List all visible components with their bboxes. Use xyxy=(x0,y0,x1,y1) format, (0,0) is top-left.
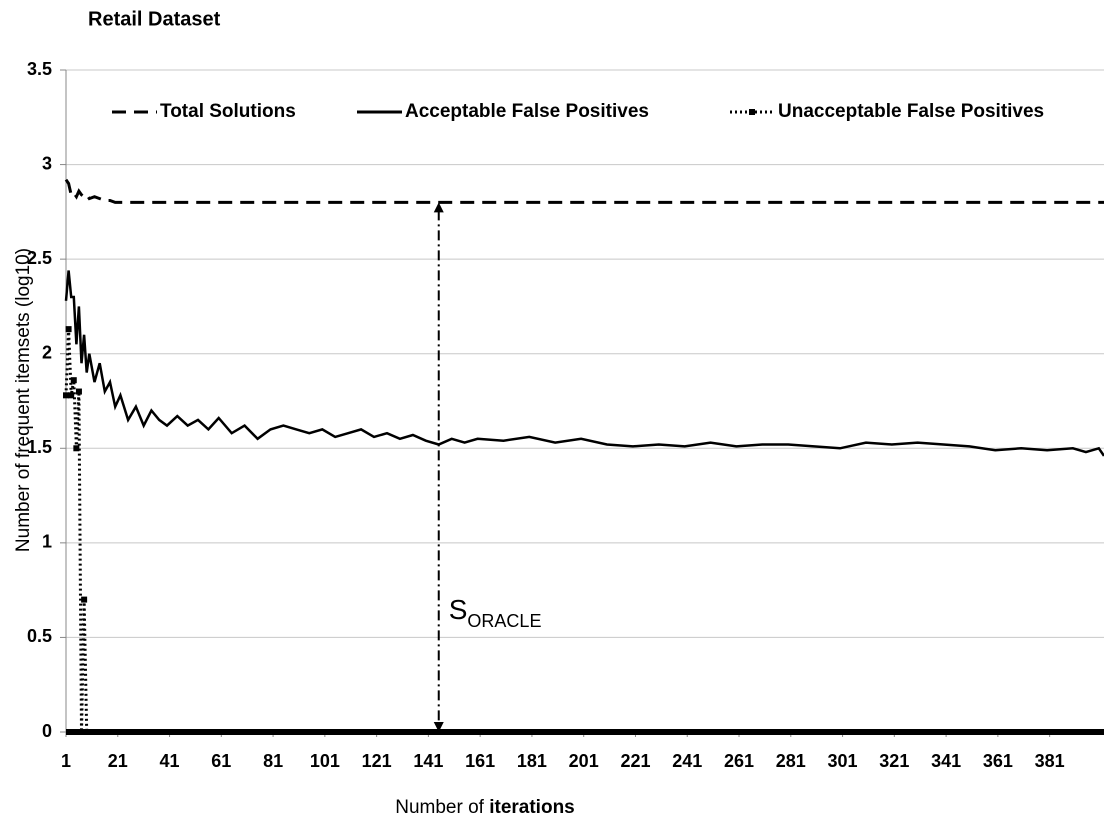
legend-label: Unacceptable False Positives xyxy=(778,101,1044,122)
y-tick-label: 0.5 xyxy=(27,626,52,646)
legend-label: Total Solutions xyxy=(160,101,296,122)
y-tick-label: 3 xyxy=(42,153,52,173)
series-line xyxy=(64,329,1104,734)
series-marker xyxy=(70,377,77,384)
x-tick-label: 221 xyxy=(620,751,650,771)
x-label-plain: Number of xyxy=(395,797,484,818)
x-tick-label: 61 xyxy=(211,751,231,771)
y-tick-label: 3.5 xyxy=(27,59,52,79)
x-tick-label: 241 xyxy=(672,751,702,771)
legend-marker xyxy=(749,109,755,115)
series-marker xyxy=(63,392,69,399)
x-tick-label: 81 xyxy=(263,751,283,771)
series-marker xyxy=(73,445,80,452)
annotation-label: SORACLE xyxy=(449,594,542,630)
x-label-bold: iterations xyxy=(489,797,575,818)
x-tick-label: 141 xyxy=(413,751,443,771)
chart-title: Retail Dataset xyxy=(88,8,221,30)
x-tick-label: 321 xyxy=(879,751,909,771)
series-line xyxy=(64,178,1104,204)
x-tick-label: 381 xyxy=(1035,751,1065,771)
x-tick-label: 361 xyxy=(983,751,1013,771)
y-tick-label: 2.5 xyxy=(27,248,52,268)
x-tick-label: 301 xyxy=(828,751,858,771)
y-tick-label: 1.5 xyxy=(27,437,52,457)
x-tick-label: 261 xyxy=(724,751,754,771)
x-tick-label: 201 xyxy=(569,751,599,771)
x-tick-label: 1 xyxy=(61,751,71,771)
x-tick-label: 161 xyxy=(465,751,495,771)
x-tick-label: 101 xyxy=(310,751,340,771)
annotation-main: S xyxy=(449,594,468,625)
series-marker xyxy=(81,596,88,603)
x-tick-label: 281 xyxy=(776,751,806,771)
x-axis-label: Number of iterations xyxy=(395,797,575,818)
annotation-subscript: ORACLE xyxy=(467,611,541,631)
y-tick-label: 2 xyxy=(42,342,52,362)
x-tick-label: 41 xyxy=(160,751,180,771)
y-tick-label: 0 xyxy=(42,721,52,741)
series-line xyxy=(64,270,1104,457)
arrow-head xyxy=(433,202,444,213)
legend-label: Acceptable False Positives xyxy=(405,101,649,122)
y-axis-label: Number of frequent itemsets (log10) xyxy=(13,248,34,552)
x-tick-label: 121 xyxy=(362,751,392,771)
series-marker xyxy=(68,392,75,399)
x-tick-label: 181 xyxy=(517,751,547,771)
series-marker xyxy=(75,388,82,395)
series-marker xyxy=(65,326,72,333)
x-tick-label: 21 xyxy=(108,751,128,771)
x-tick-label: 341 xyxy=(931,751,961,771)
arrow-head xyxy=(433,722,444,732)
y-tick-label: 1 xyxy=(42,532,52,552)
